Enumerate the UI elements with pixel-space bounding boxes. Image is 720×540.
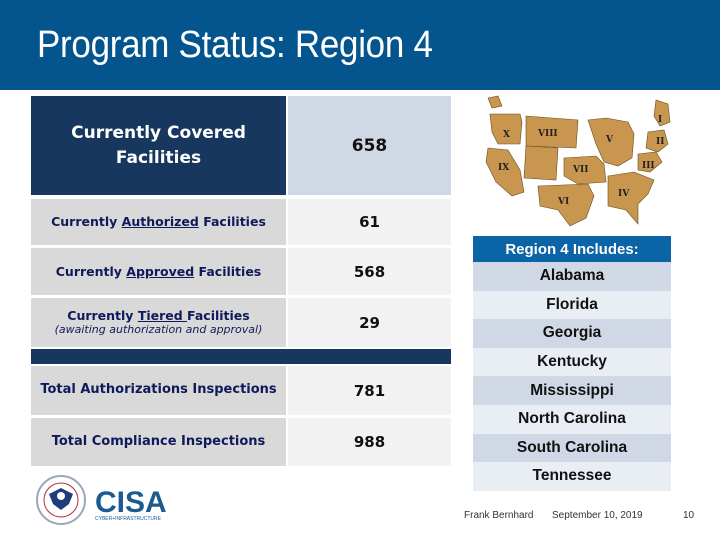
state-item: Georgia: [473, 319, 671, 348]
region-x-shape: [489, 113, 523, 145]
region-vi-shape: [537, 183, 595, 227]
region-viii-top-shape: [525, 115, 579, 149]
row-approved-facilities: Currently Approved Facilities 568: [31, 248, 451, 295]
state-item: Florida: [473, 290, 671, 320]
svg-text:VII: VII: [572, 165, 588, 175]
slide-title: Program Status: Region 4: [37, 24, 433, 66]
region-iv-shape: [607, 171, 655, 225]
region-iii-shape: [637, 151, 663, 173]
region-viii-bottom-shape: [523, 145, 559, 181]
logos: CISA CYBER+INFRASTRUCTURE: [33, 474, 173, 526]
tiered-note: (awaiting authorization and approval): [54, 323, 263, 337]
state-item: North Carolina: [473, 404, 671, 434]
state-item: Kentucky: [473, 347, 671, 377]
footer-date: September 10, 2019: [552, 510, 643, 521]
row-tiered-facilities: Currently Tiered Facilities (awaiting au…: [31, 298, 451, 347]
state-item: Mississippi: [473, 376, 671, 405]
tiered-label: Currently Tiered Facilities (awaiting au…: [31, 298, 286, 347]
row-auth-inspections: Total Authorizations Inspections 781: [31, 366, 451, 415]
region-i-shape: [653, 99, 671, 127]
svg-text:VIII: VIII: [537, 129, 558, 139]
slide-header: Program Status: Region 4: [0, 0, 720, 90]
footer-presenter: Frank Bernhard: [464, 510, 534, 521]
svg-text:V: V: [605, 135, 614, 145]
row-covered-facilities: Currently Covered Facilities 658: [31, 96, 451, 195]
svg-text:IX: IX: [498, 163, 509, 173]
region-ix-shape: [485, 147, 525, 197]
table-separator: [31, 349, 451, 364]
state-item: South Carolina: [473, 433, 671, 463]
alaska-shape: [487, 95, 503, 109]
state-item: Tennessee: [473, 462, 671, 491]
compliance-inspections-value: 988: [288, 418, 451, 466]
covered-value: 658: [288, 96, 451, 195]
footer-page-number: 10: [683, 510, 695, 521]
row-authorized-facilities: Currently Authorized Facilities 61: [31, 199, 451, 245]
authorized-label: Currently Authorized Facilities: [31, 199, 286, 245]
region-ii-shape: [645, 129, 669, 153]
svg-text:VI: VI: [557, 197, 569, 207]
dhs-seal-icon: CISA CYBER+INFRASTRUCTURE: [36, 475, 167, 525]
auth-inspections-label: Total Authorizations Inspections: [31, 366, 286, 415]
state-item: Alabama: [473, 262, 671, 291]
region-includes-box: Region 4 Includes: Alabama Florida Georg…: [473, 236, 671, 491]
tiered-value: 29: [288, 298, 451, 347]
svg-text:IV: IV: [618, 189, 630, 199]
svg-text:II: II: [656, 137, 664, 147]
approved-label: Currently Approved Facilities: [31, 248, 286, 295]
region-includes-title: Region 4 Includes:: [473, 236, 671, 262]
covered-label: Currently Covered Facilities: [31, 96, 286, 195]
svg-text:I: I: [658, 115, 662, 125]
region-v-shape: [587, 117, 635, 167]
approved-value: 568: [288, 248, 451, 295]
svg-text:X: X: [503, 130, 510, 140]
region-vii-shape: [563, 155, 607, 185]
auth-inspections-value: 781: [288, 366, 451, 415]
svg-text:III: III: [642, 161, 655, 171]
authorized-value: 61: [288, 199, 451, 245]
compliance-inspections-label: Total Compliance Inspections: [31, 418, 286, 466]
cisa-logo-text: CISA: [95, 486, 167, 519]
row-compliance-inspections: Total Compliance Inspections 988: [31, 418, 451, 466]
cisa-subtitle: CYBER+INFRASTRUCTURE: [95, 516, 162, 522]
